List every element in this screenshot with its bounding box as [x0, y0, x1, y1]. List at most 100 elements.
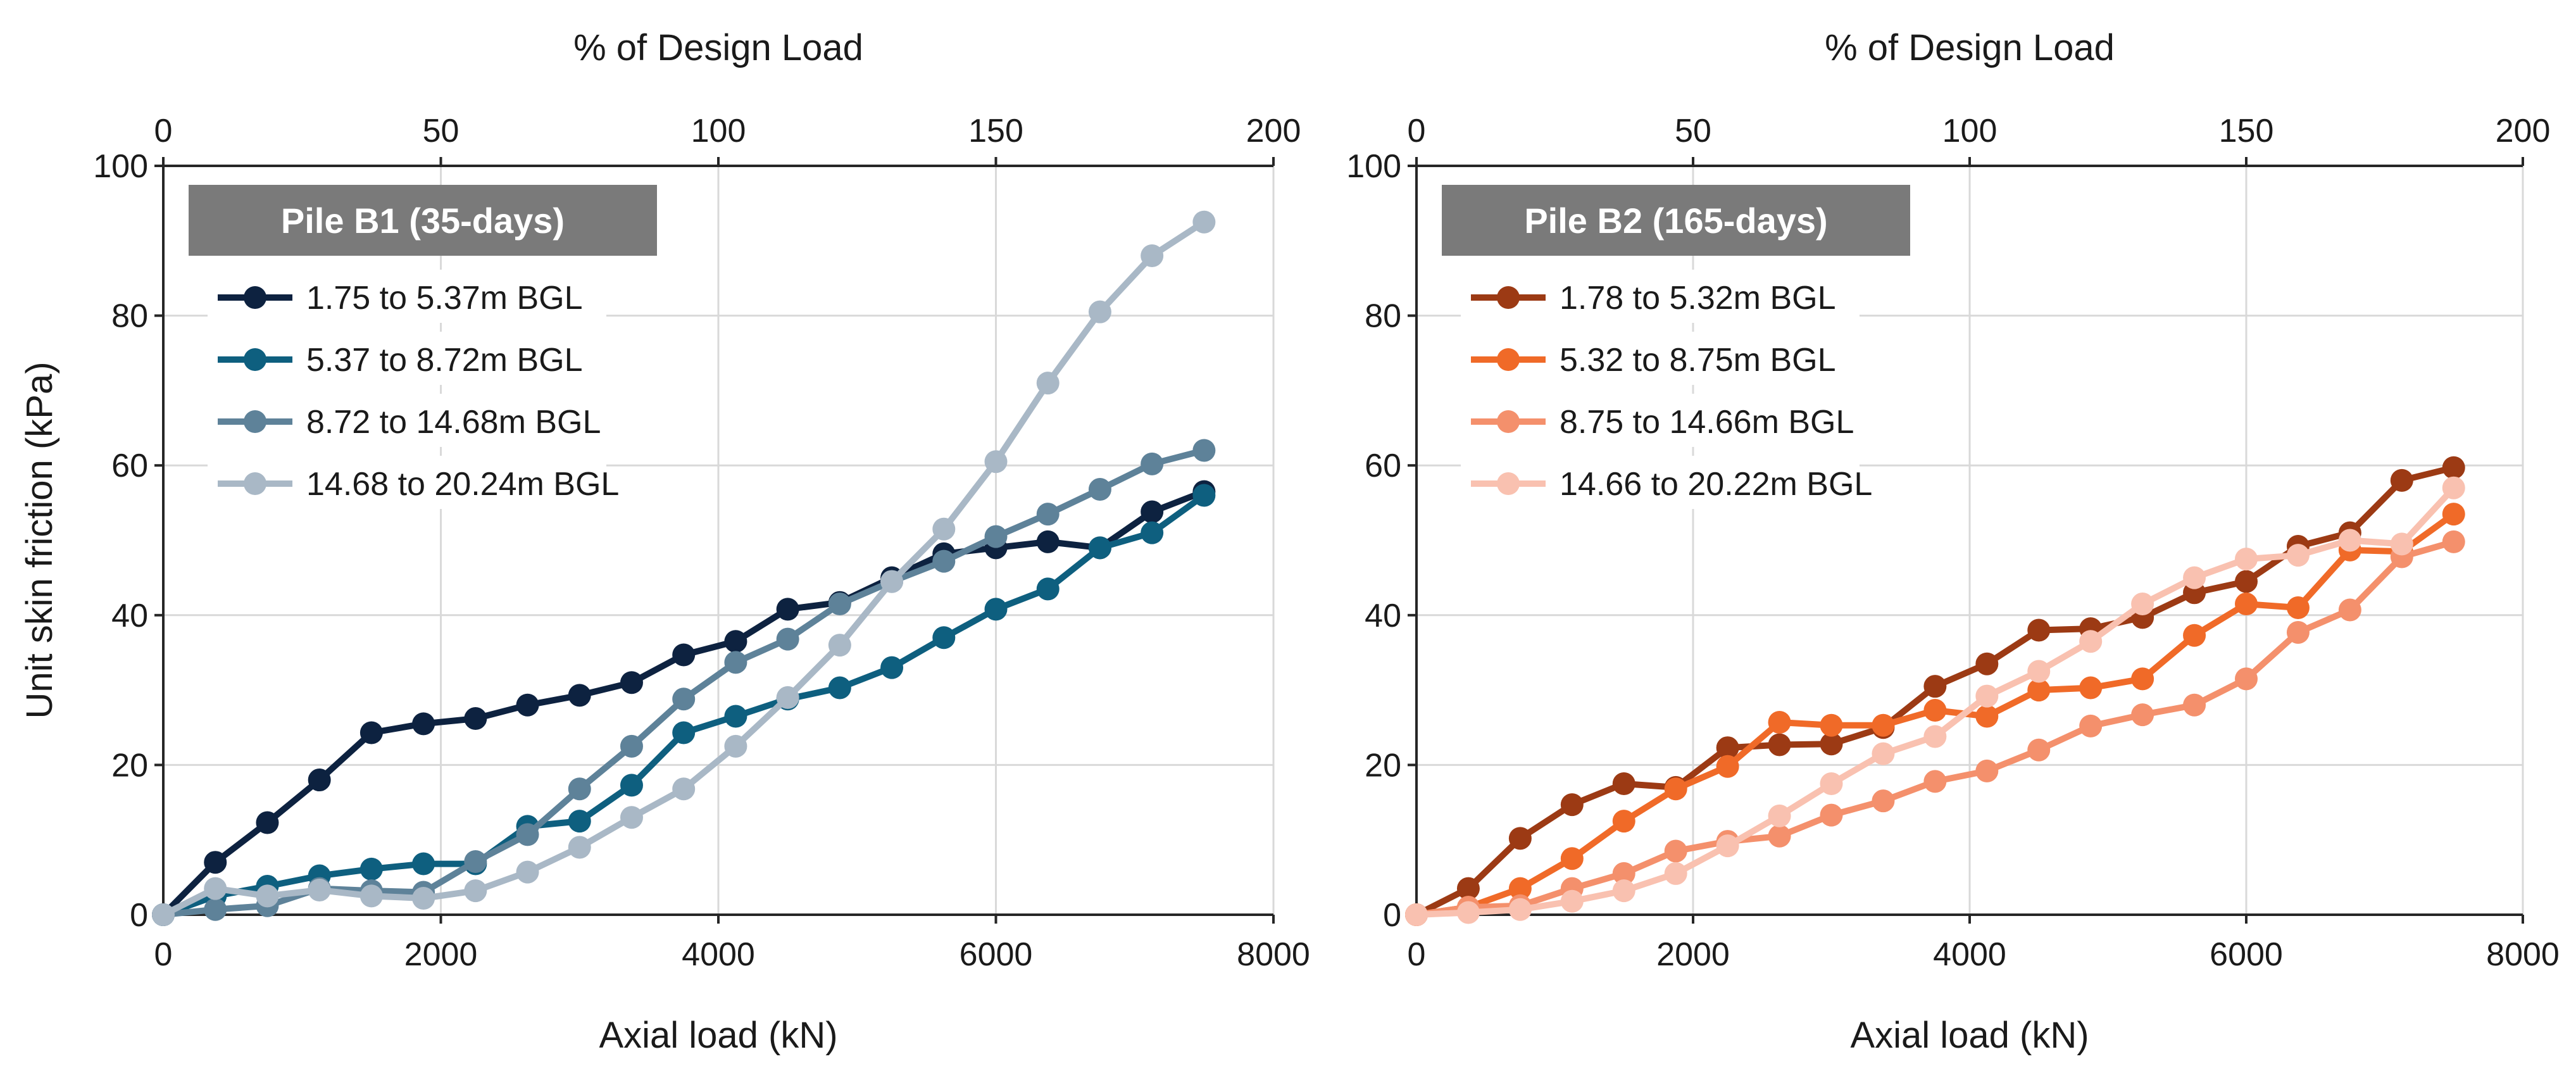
data-point — [360, 884, 383, 908]
data-point — [2131, 593, 2154, 616]
series-line — [160, 218, 1208, 918]
data-point — [672, 777, 696, 801]
data-point — [1508, 898, 1532, 921]
legend-label: 1.78 to 5.32m BGL — [1560, 280, 1836, 317]
data-point — [880, 656, 904, 679]
data-point — [1768, 804, 1791, 827]
data-point — [1820, 803, 1843, 827]
y-tick-label: 100 — [93, 148, 148, 185]
data-point — [1872, 789, 1895, 813]
y-tick-label: 20 — [1365, 747, 1401, 784]
data-point — [568, 810, 591, 833]
data-point — [1141, 452, 1164, 475]
data-point — [1088, 300, 1111, 323]
data-point — [2027, 679, 2051, 702]
data-point — [1141, 500, 1164, 524]
data-point — [1560, 889, 1584, 913]
data-point — [984, 525, 1008, 548]
data-point — [1768, 824, 1791, 848]
legend-marker — [1497, 472, 1520, 495]
data-point — [828, 634, 851, 657]
data-point — [776, 686, 799, 709]
data-point — [776, 598, 799, 621]
x2-tick-label: 100 — [691, 113, 746, 149]
data-point — [464, 707, 487, 731]
data-point — [1820, 772, 1843, 795]
data-point — [672, 687, 696, 711]
data-point — [2235, 593, 2258, 616]
data-point — [1088, 478, 1111, 501]
data-point — [2027, 618, 2051, 642]
data-point — [1192, 484, 1216, 507]
data-point — [2390, 532, 2413, 556]
x2-tick-label: 0 — [1408, 113, 1426, 149]
x2-tick-label: 50 — [423, 113, 460, 149]
legend-marker — [244, 348, 266, 371]
data-point — [308, 878, 331, 901]
data-point — [2183, 566, 2206, 589]
data-point — [2131, 703, 2154, 727]
legend-badge — [189, 185, 657, 256]
data-point — [620, 806, 643, 829]
y-tick-label: 0 — [130, 897, 148, 934]
data-point — [256, 884, 279, 908]
x-tick-label: 2000 — [404, 936, 478, 973]
legend-label: 5.37 to 8.72m BGL — [306, 342, 583, 379]
data-point — [1975, 652, 1999, 675]
data-point — [412, 712, 435, 736]
data-point — [672, 643, 696, 667]
x-tick-label: 4000 — [1933, 936, 2006, 973]
data-point — [1141, 521, 1164, 544]
data-point — [932, 549, 956, 573]
x2-tick-label: 0 — [154, 113, 173, 149]
data-point — [1820, 713, 1843, 737]
data-point — [1508, 827, 1532, 850]
legend-badge-label: Pile B1 (35-days) — [281, 201, 565, 241]
y-tick-label: 60 — [1365, 448, 1401, 484]
data-point — [204, 877, 227, 900]
data-point — [1405, 903, 1428, 926]
legend-marker — [244, 286, 266, 309]
data-point — [2235, 548, 2258, 571]
data-point — [1923, 725, 1947, 748]
data-point — [568, 836, 591, 859]
data-point — [2079, 676, 2103, 700]
data-point — [984, 450, 1008, 474]
data-point — [2235, 667, 2258, 691]
data-point — [1664, 839, 1687, 863]
legend-marker — [1497, 286, 1520, 309]
data-point — [2183, 693, 2206, 717]
x2-axis-title: % of Design Load — [573, 27, 863, 68]
data-point — [1612, 810, 1635, 833]
legend-label: 1.75 to 5.37m BGL — [306, 280, 583, 317]
data-point — [1975, 759, 1999, 782]
x-tick-label: 8000 — [2486, 936, 2560, 973]
data-point — [360, 721, 383, 744]
data-point — [1768, 733, 1791, 756]
data-point — [724, 734, 747, 758]
x2-tick-label: 150 — [968, 113, 1023, 149]
data-point — [1036, 530, 1060, 553]
legend-marker — [1497, 348, 1520, 371]
data-point — [2442, 530, 2465, 553]
data-point — [2338, 598, 2361, 622]
data-point — [2286, 544, 2310, 567]
data-point — [2079, 630, 2103, 653]
data-point — [1192, 210, 1216, 234]
data-point — [516, 860, 539, 884]
x-tick-label: 4000 — [682, 936, 755, 973]
data-point — [1456, 901, 1480, 924]
data-point — [724, 651, 747, 674]
data-point — [1872, 713, 1895, 737]
x2-tick-label: 100 — [1942, 113, 1998, 149]
data-point — [1820, 732, 1843, 756]
data-point — [1036, 372, 1060, 395]
data-point — [1508, 877, 1532, 900]
x-tick-label: 2000 — [1656, 936, 1730, 973]
data-point — [1036, 577, 1060, 601]
x-tick-label: 8000 — [1237, 936, 1310, 973]
x-tick-label: 6000 — [960, 936, 1033, 973]
y-tick-label: 40 — [111, 598, 148, 634]
